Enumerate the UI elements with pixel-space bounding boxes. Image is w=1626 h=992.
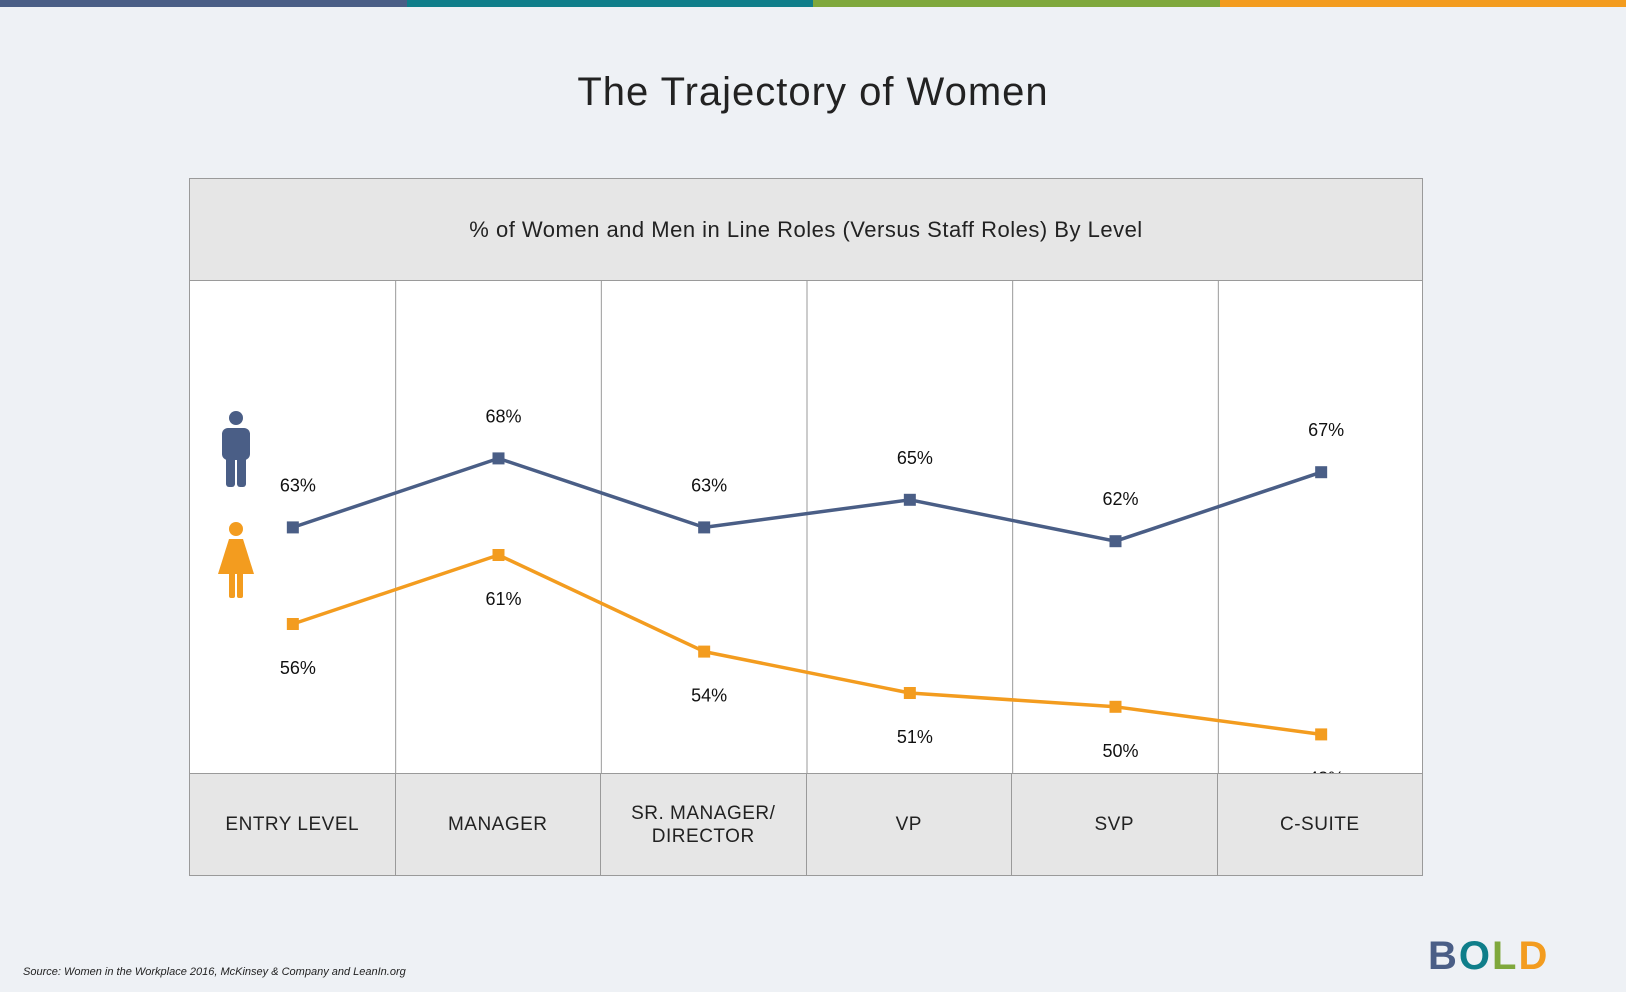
category-label: ENTRY LEVEL	[190, 774, 396, 875]
data-label: 56%	[280, 658, 316, 678]
logo-letter: L	[1492, 934, 1519, 978]
chart-container: 63%68%63%65%62%67%56%61%54%51%50%48% % o…	[189, 178, 1423, 876]
data-label: 63%	[691, 475, 727, 495]
data-label: 61%	[485, 589, 521, 609]
top-bar-segment	[813, 0, 1220, 7]
category-label: VP	[807, 774, 1012, 875]
series-line	[292, 456, 1322, 543]
data-point	[698, 521, 711, 534]
source-note: Source: Women in the Workplace 2016, McK…	[23, 966, 406, 978]
data-point	[903, 493, 916, 506]
data-point	[492, 452, 505, 465]
top-color-bar	[0, 0, 1626, 7]
logo-letter: B	[1428, 934, 1459, 978]
logo-letter: O	[1458, 934, 1493, 978]
data-label: 67%	[1308, 420, 1344, 440]
data-point	[1315, 466, 1328, 479]
data-point	[1109, 535, 1122, 548]
data-point	[1315, 728, 1328, 741]
data-label: 63%	[280, 475, 316, 495]
data-label: 50%	[1102, 741, 1138, 761]
data-point	[903, 687, 916, 699]
man-icon	[222, 411, 250, 487]
data-label: 68%	[485, 406, 521, 426]
category-label: C-SUITE	[1280, 814, 1360, 835]
data-point	[492, 549, 505, 561]
woman-icon	[218, 522, 254, 598]
bold-logo: BOLD	[1428, 936, 1549, 976]
page-title: The Trajectory of Women	[577, 70, 1049, 114]
data-point	[286, 521, 299, 534]
data-label: 54%	[691, 686, 727, 706]
data-label: 51%	[897, 727, 933, 747]
top-bar-segment	[1219, 0, 1626, 7]
category-axis: ENTRY LEVEL MANAGER SR. MANAGER/ DIRECTO…	[190, 773, 1422, 875]
chart-title: % of Women and Men in Line Roles (Versus…	[190, 179, 1422, 281]
category-label: SR. MANAGER/ DIRECTOR	[601, 774, 807, 875]
category-label: SVP	[1012, 774, 1218, 875]
data-point	[698, 645, 711, 658]
series-line	[292, 553, 1322, 737]
data-label: 62%	[1102, 489, 1138, 509]
top-bar-segment	[0, 0, 407, 7]
data-point	[286, 618, 299, 630]
data-label: 65%	[897, 448, 933, 468]
top-bar-segment	[406, 0, 813, 7]
logo-letter: D	[1518, 934, 1550, 978]
data-point	[1109, 700, 1122, 713]
category-label: MANAGER	[396, 774, 601, 875]
